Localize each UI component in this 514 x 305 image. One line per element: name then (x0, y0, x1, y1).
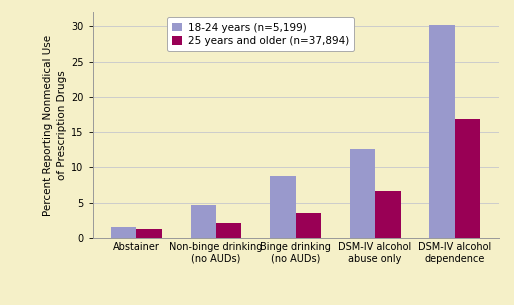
Bar (111, 227, 136, 238)
Bar (429, 25, 455, 238)
Y-axis label: Percent Reporting Nonmedical Use
of Prescription Drugs: Percent Reporting Nonmedical Use of Pres… (43, 34, 67, 216)
Bar (350, 149, 375, 238)
Bar (216, 223, 242, 238)
Bar (455, 119, 480, 238)
Bar (191, 205, 216, 238)
Bar (136, 229, 162, 238)
Bar (375, 191, 400, 238)
Legend: 18-24 years (n=5,199), 25 years and older (n=37,894): 18-24 years (n=5,199), 25 years and olde… (167, 17, 354, 52)
Bar (296, 213, 321, 238)
Bar (270, 176, 296, 238)
